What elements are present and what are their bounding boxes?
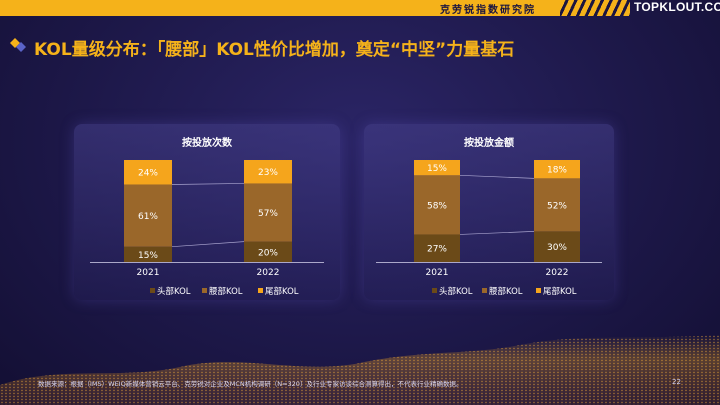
bar-segment: [124, 184, 172, 247]
data-label: 30%: [547, 243, 567, 253]
legend-swatch: [482, 288, 487, 293]
data-label: 27%: [427, 245, 447, 255]
data-label: 15%: [427, 164, 447, 174]
header-stripes: [560, 0, 630, 16]
bar-segment: [414, 234, 460, 262]
tick-label: 2022: [546, 268, 569, 278]
connector-line: [171, 241, 245, 248]
bar-segment: [244, 160, 292, 184]
footer-source: 数据来源：根据（IMS）WEIQ新媒体营销云平台、克劳锐对企业及MCN机构调研（…: [38, 380, 463, 388]
chart-title: 按投放金额: [464, 136, 514, 149]
tick-label: 2021: [137, 268, 160, 278]
diamond-icon: [10, 38, 26, 52]
legend-label: 腰部KOL: [209, 286, 243, 297]
legend-swatch: [432, 288, 437, 293]
connector-line: [459, 174, 535, 179]
bar-segment: [244, 241, 292, 262]
bar-segment: [414, 160, 460, 176]
data-label: 57%: [258, 209, 278, 219]
bar-segment: [414, 175, 460, 235]
bar-segment: [244, 183, 292, 242]
chart-title: 按投放次数: [182, 136, 233, 149]
data-label: 58%: [427, 201, 447, 211]
legend-label: 尾部KOL: [543, 286, 577, 297]
header-accent-band: [0, 0, 630, 16]
data-label: 61%: [138, 212, 158, 222]
data-label: 15%: [138, 251, 158, 261]
chart-panel-by-amount: 按投放金额 27% 58% 15% 2021 30% 52% 18% 2022 头部KOL 腰部KO…: [364, 124, 614, 300]
legend-swatch: [202, 288, 207, 293]
legend-swatch: [536, 288, 541, 293]
chart-panel-by-count: 按投放次数 15% 61% 24% 2021 20% 57% 23% 2022 头部KOL 腰部KO…: [74, 124, 340, 300]
bar-segment: [534, 160, 580, 179]
brand-logo: TOPKLOUT.COM: [634, 0, 720, 14]
bar-segment: [534, 178, 580, 232]
bar-segment: [124, 246, 172, 262]
tick-label: 2021: [426, 268, 449, 278]
data-label: 52%: [547, 201, 567, 211]
chart-by-count: 按投放次数 15% 61% 24% 2021 20% 57% 23% 2022 头部KOL 腰部KO…: [90, 136, 324, 297]
terrain-decoration: [0, 335, 720, 405]
data-label: 24%: [138, 169, 158, 179]
header-bar: 克劳锐指数研究院 TOPKLOUT.COM: [0, 0, 720, 22]
org-name: 克劳锐指数研究院: [440, 5, 536, 16]
bar-segment: [124, 160, 172, 185]
data-label: 18%: [547, 166, 567, 176]
page-number: 22: [672, 378, 681, 386]
legend-swatch: [150, 288, 155, 293]
legend-label: 头部KOL: [157, 286, 191, 297]
data-label: 20%: [258, 248, 278, 258]
bar-segment: [534, 231, 580, 262]
legend-swatch: [258, 288, 263, 293]
tick-label: 2022: [257, 268, 280, 278]
connector-line: [171, 183, 245, 185]
legend-label: 腰部KOL: [489, 286, 523, 297]
legend-label: 头部KOL: [439, 286, 473, 297]
chart-by-amount: 按投放金额 27% 58% 15% 2021 30% 52% 18% 2022 头部KOL 腰部KO…: [376, 136, 602, 297]
legend-label: 尾部KOL: [265, 286, 299, 297]
connector-line: [459, 231, 535, 235]
data-label: 23%: [258, 168, 278, 178]
page-title: KOL量级分布：「腰部」KOL性价比增加，奠定“中坚”力量基石: [34, 40, 515, 60]
